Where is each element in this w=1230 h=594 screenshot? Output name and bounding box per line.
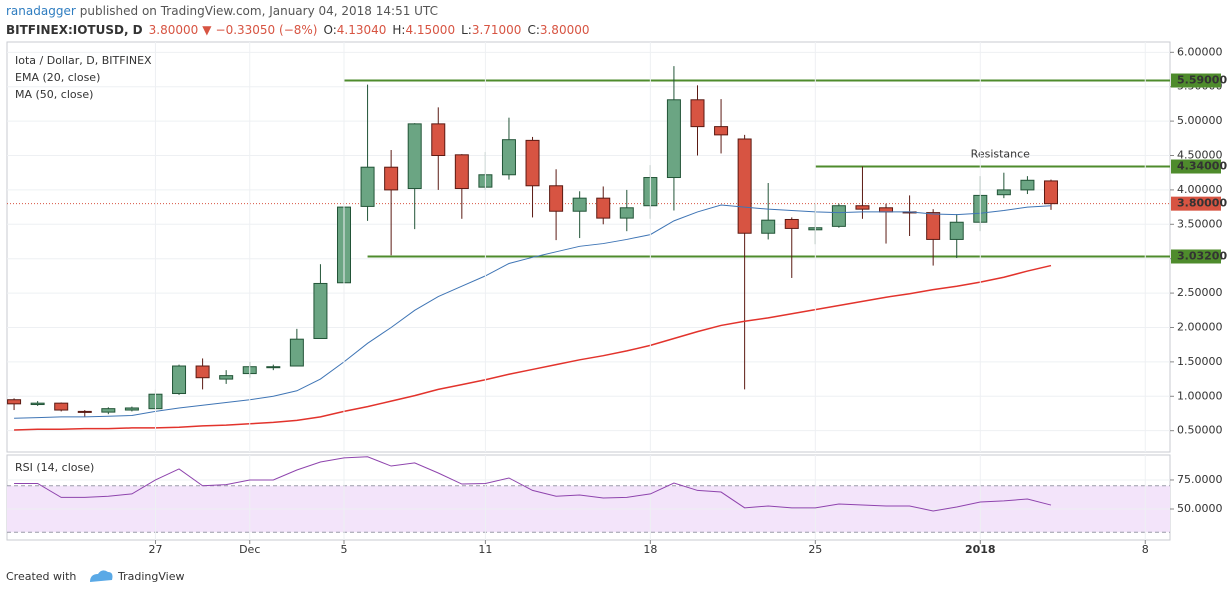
level-label: 5.59000: [1177, 74, 1227, 87]
candle-body: [714, 126, 729, 136]
x-tick-label: 18: [643, 543, 657, 556]
price-pane: [6, 41, 1171, 453]
legend-entry: MA (50, close): [15, 88, 93, 101]
candle-body: [926, 212, 941, 240]
x-tick-label: 2018: [965, 543, 996, 556]
ohlc-value: 4.13040: [337, 23, 387, 37]
y-tick-label: 50.0000: [1177, 502, 1223, 515]
y-tick-label: 5.00000: [1177, 114, 1223, 127]
y-tick-label: 3.50000: [1177, 217, 1223, 230]
indicator-line: [14, 204, 1052, 419]
y-tick-label: 0.50000: [1177, 424, 1223, 437]
rsi-title: RSI (14, close): [15, 461, 94, 474]
candle-body: [949, 221, 964, 240]
ohlc-label: L:: [461, 23, 472, 37]
candle-body: [1020, 179, 1035, 191]
candle-body: [289, 338, 304, 367]
candle-body: [360, 166, 375, 207]
candle-body: [761, 219, 776, 234]
candle-body: [1043, 180, 1058, 205]
candle-body: [572, 197, 587, 212]
candle-body: [737, 138, 752, 234]
candle-body: [407, 123, 422, 190]
ohlc: O:4.13040 H:4.15000 L:3.71000 C:3.80000: [323, 23, 589, 37]
candle-body: [549, 185, 564, 212]
x-tick-label: Dec: [239, 543, 260, 556]
candle-body: [313, 282, 328, 339]
x-tick-label: 27: [148, 543, 162, 556]
y-tick-label: 6.00000: [1177, 45, 1223, 58]
y-tick-label: 2.50000: [1177, 286, 1223, 299]
candle-body: [384, 166, 399, 191]
level-label-box: [1171, 159, 1221, 174]
footer-text: Created with: [6, 570, 76, 583]
indicator-line: [14, 264, 1052, 431]
candle-body: [690, 99, 705, 128]
ohlc-value: 3.80000: [540, 23, 590, 37]
x-tick-label: 8: [1142, 543, 1149, 556]
level-label-box: [1171, 73, 1221, 88]
annotation: Resistance: [971, 148, 1031, 161]
y-tick-label: 2.00000: [1177, 320, 1223, 333]
candle-body: [454, 154, 469, 190]
last-price-box: [1171, 196, 1221, 211]
y-tick-label: 4.50000: [1177, 149, 1223, 162]
candle-body: [855, 205, 870, 210]
candle-body: [30, 402, 45, 406]
legend-entry: EMA (20, close): [15, 71, 100, 84]
y-tick-label: 1.00000: [1177, 389, 1223, 402]
x-tick-label: 25: [808, 543, 822, 556]
y-tick-label: 1.50000: [1177, 355, 1223, 368]
candle-body: [501, 139, 516, 176]
candle-body: [596, 197, 611, 219]
candle-body: [124, 407, 139, 411]
y-tick-label: 75.0000: [1177, 473, 1223, 486]
y-tick-label: 4.00000: [1177, 183, 1223, 196]
candle-body: [219, 375, 234, 380]
level-label: 3.03200: [1177, 249, 1227, 262]
footer-brand: TradingView: [117, 570, 184, 583]
ohlc-label: O:: [323, 23, 336, 37]
candle-body: [525, 139, 540, 187]
price-title: Iota / Dollar, D, BITFINEX: [15, 54, 152, 67]
ohlc-value: 3.71000: [472, 23, 522, 37]
down-arrow: ▼: [202, 23, 212, 37]
level-label: 4.34000: [1177, 160, 1227, 173]
candle-body: [879, 207, 894, 213]
candle-body: [431, 123, 446, 157]
candle-body: [54, 402, 69, 411]
logo: [90, 570, 113, 582]
last-price-label: 3.80000: [1177, 197, 1227, 210]
candle-body: [7, 399, 22, 405]
symbol: BITFINEX:IOTUSD, D: [6, 23, 143, 37]
ohlc-value: 4.15000: [405, 23, 455, 37]
candle-body: [996, 189, 1011, 196]
ohlc-label: H:: [392, 23, 405, 37]
x-tick-label: 11: [478, 543, 492, 556]
candle-body: [172, 365, 187, 395]
published: published on TradingView.com, January 04…: [80, 4, 438, 18]
last: 3.80000: [149, 23, 199, 37]
candle-body: [619, 207, 634, 219]
candle-body: [195, 365, 210, 379]
x-tick-label: 5: [340, 543, 347, 556]
header-line: ranadagger published on TradingView.com, …: [6, 4, 438, 18]
ohlc-label: C:: [527, 23, 539, 37]
indicator-line: [14, 456, 1052, 512]
candle-body: [77, 410, 92, 413]
candle-body: [666, 99, 681, 179]
symbol-line: BITFINEX:IOTUSD, D 3.80000 ▼ −0.33050 (−8%)…: [6, 23, 589, 37]
level-label-box: [1171, 249, 1221, 264]
change: −0.33050 (−8%): [216, 23, 318, 37]
candle-body: [101, 408, 116, 413]
candle-body: [784, 218, 799, 229]
candle-body: [831, 205, 846, 227]
candle-body: [266, 366, 281, 369]
author: ranadagger: [6, 4, 76, 18]
